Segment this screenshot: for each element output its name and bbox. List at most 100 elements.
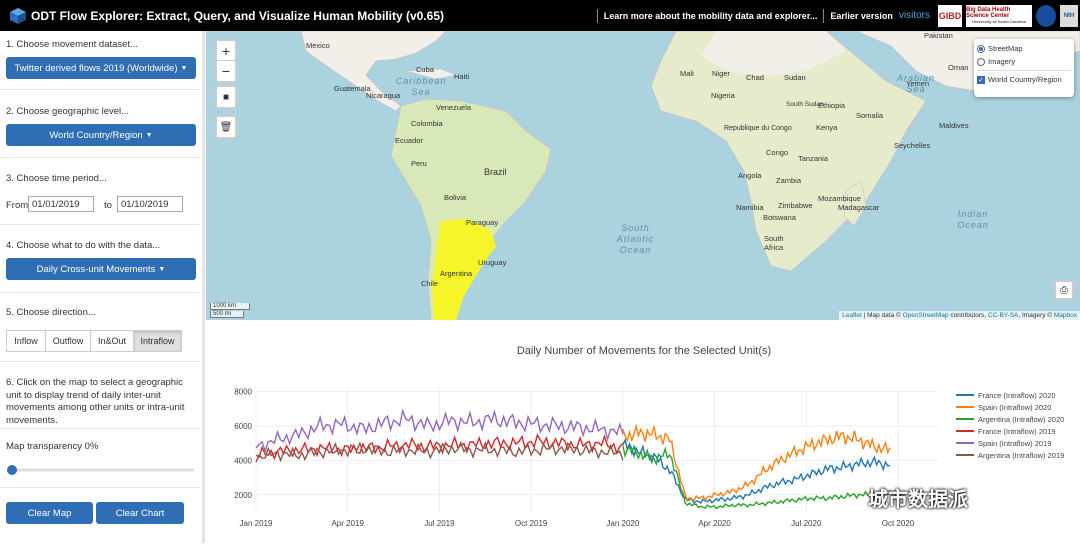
step5-label: 5. Choose direction... bbox=[6, 307, 96, 318]
step3-label: 3. Choose time period... bbox=[6, 173, 107, 184]
map-label-angola: Angola bbox=[738, 171, 762, 180]
nih-logo[interactable]: NIH bbox=[1060, 4, 1078, 27]
clear-chart-button[interactable]: Clear Chart bbox=[96, 502, 184, 524]
map-label-kenya: Kenya bbox=[816, 123, 838, 132]
from-label: From bbox=[6, 200, 29, 211]
transparency-slider[interactable] bbox=[6, 464, 196, 476]
geographic-level-dropdown[interactable]: World Country/Region ▼ bbox=[6, 124, 196, 146]
map-label-argentina: Argentina bbox=[440, 269, 473, 278]
operation-dropdown-label: Daily Cross-unit Movements bbox=[36, 263, 156, 275]
north-america-landmass bbox=[300, 31, 447, 112]
map-label-yemen: Yemen bbox=[906, 79, 930, 88]
mapbox-link[interactable]: Mapbox bbox=[1053, 312, 1077, 319]
map-label-south-sudan: South Sudan bbox=[786, 101, 824, 108]
ocean-label-indian: Indian Ocean bbox=[957, 209, 989, 230]
outflow-button[interactable]: Outflow bbox=[45, 330, 91, 352]
y-tick-label: 6000 bbox=[234, 422, 252, 431]
map-attribution: Leaflet | Map data © OpenStreetMap contr… bbox=[839, 311, 1080, 320]
caret-down-icon: ▼ bbox=[180, 64, 188, 72]
x-tick-label: Jan 2020 bbox=[606, 519, 639, 528]
map-label-paraguay: Paraguay bbox=[466, 218, 499, 227]
osm-link[interactable]: OpenStreetMap bbox=[902, 312, 949, 319]
slider-thumb[interactable] bbox=[7, 465, 17, 475]
from-date-input[interactable] bbox=[28, 196, 94, 212]
map-label-somalia: Somalia bbox=[856, 111, 884, 120]
to-date-input[interactable] bbox=[117, 196, 183, 212]
series-line bbox=[622, 423, 891, 502]
x-tick-label: Jul 2019 bbox=[424, 519, 455, 528]
layer-divider bbox=[977, 70, 1071, 71]
intraflow-button[interactable]: Intraflow bbox=[133, 330, 182, 352]
layer-overlay[interactable]: ✓ World Country/Region bbox=[977, 73, 1071, 86]
divider bbox=[0, 487, 200, 488]
legend-label: Spain (Intraflow) 2020 bbox=[978, 403, 1051, 412]
divider bbox=[0, 157, 200, 158]
print-icon: ⎙ bbox=[1060, 284, 1068, 296]
ocean-label-south-atlantic: South Atlantic Ocean bbox=[616, 223, 655, 255]
earlier-version-link[interactable]: Earlier version bbox=[830, 10, 893, 21]
map-label-mali: Mali bbox=[680, 69, 694, 78]
chart-legend: France (Intraflow) 2020 Spain (Intraflow)… bbox=[956, 391, 1064, 460]
map-label-colombia: Colombia bbox=[411, 119, 443, 128]
zoom-in-button[interactable]: + bbox=[217, 41, 235, 61]
delete-control[interactable]: 🗑 bbox=[215, 115, 237, 139]
map-basemap[interactable] bbox=[206, 31, 1080, 320]
chart-panel: Daily Number of Movements for the Select… bbox=[206, 320, 1080, 543]
chart-axes: 2000 4000 6000 8000 Jan 2019 Apr 2019 Jul 2019… bbox=[234, 387, 915, 528]
scale-km: 1000 km bbox=[210, 303, 250, 310]
map-label-south-africa: South Africa bbox=[764, 234, 784, 252]
gibd-logo[interactable]: GIBD bbox=[938, 4, 962, 27]
control-sidebar: 1. Choose movement dataset... Twitter de… bbox=[0, 31, 205, 543]
imagery-label: Imagery bbox=[988, 57, 1016, 66]
cube-logo-icon bbox=[10, 7, 26, 24]
draw-rectangle-control[interactable]: ■ bbox=[215, 85, 237, 109]
x-tick-label: Oct 2019 bbox=[515, 519, 548, 528]
layer-imagery[interactable]: Imagery bbox=[977, 55, 1071, 68]
nav-divider bbox=[823, 8, 825, 23]
overlay-checkbox[interactable]: ✓ bbox=[977, 75, 985, 84]
map-view[interactable]: Pakistan Mexico Cuba Haiti Guatemala Nic… bbox=[206, 31, 1080, 320]
bdhsc-logo[interactable]: Big Data Health Science Center Universit… bbox=[966, 4, 1032, 27]
dataset-dropdown[interactable]: Twitter derived flows 2019 (Worldwide) ▼ bbox=[6, 57, 196, 79]
slider-track bbox=[8, 468, 194, 472]
nav-links: Learn more about the mobility data and e… bbox=[591, 0, 1080, 31]
leaflet-link[interactable]: Leaflet bbox=[842, 312, 862, 319]
series-line bbox=[255, 408, 624, 454]
layer-control: StreetMap Imagery ✓ World Country/Region bbox=[974, 39, 1074, 97]
imagery-radio[interactable] bbox=[977, 57, 985, 66]
streetmap-radio[interactable] bbox=[977, 44, 985, 53]
scale-mi: 500 mi bbox=[210, 311, 244, 318]
map-label-mexico: Mexico bbox=[306, 41, 330, 50]
zoom-control: + − bbox=[215, 39, 237, 83]
map-label-brazil: Brazil bbox=[484, 167, 507, 177]
overlay-label: World Country/Region bbox=[988, 75, 1062, 84]
direction-button-group: Inflow Outflow In&Out Intraflow bbox=[6, 330, 182, 352]
x-tick-label: Jan 2019 bbox=[240, 519, 273, 528]
seal-logo-icon[interactable] bbox=[1036, 4, 1056, 27]
dataset-dropdown-label: Twitter derived flows 2019 (Worldwide) bbox=[14, 62, 178, 74]
map-label-tanzania: Tanzania bbox=[798, 154, 829, 163]
nav-divider bbox=[596, 8, 598, 23]
layer-streetmap[interactable]: StreetMap bbox=[977, 42, 1071, 55]
step6-instructions: 6. Click on the map to select a geograph… bbox=[6, 377, 185, 426]
map-label-namibia: Namibia bbox=[736, 203, 764, 212]
divider bbox=[0, 89, 200, 90]
movement-chart[interactable]: Daily Number of Movements for the Select… bbox=[206, 320, 1080, 543]
step1-label: 1. Choose movement dataset... bbox=[6, 39, 139, 50]
argentina-highlight[interactable] bbox=[432, 219, 496, 320]
clear-map-button[interactable]: Clear Map bbox=[6, 502, 93, 524]
x-tick-label: Apr 2019 bbox=[331, 519, 364, 528]
map-label-ecuador: Ecuador bbox=[395, 136, 423, 145]
inflow-button[interactable]: Inflow bbox=[6, 330, 46, 352]
map-label-haiti: Haiti bbox=[454, 72, 470, 81]
operation-dropdown[interactable]: Daily Cross-unit Movements ▼ bbox=[6, 258, 196, 280]
visitors-link[interactable]: visitors bbox=[898, 10, 930, 21]
learn-more-link[interactable]: Learn more about the mobility data and e… bbox=[603, 10, 818, 21]
license-link[interactable]: CC-BY-SA bbox=[987, 312, 1019, 319]
zoom-out-button[interactable]: − bbox=[221, 63, 231, 79]
inandout-button[interactable]: In&Out bbox=[90, 330, 134, 352]
map-label-bolivia: Bolivia bbox=[444, 193, 467, 202]
map-label-pakistan: Pakistan bbox=[924, 31, 953, 40]
print-button[interactable]: ⎙ bbox=[1054, 280, 1074, 300]
ocean-label-caribbean: Caribbean Sea bbox=[395, 76, 447, 97]
